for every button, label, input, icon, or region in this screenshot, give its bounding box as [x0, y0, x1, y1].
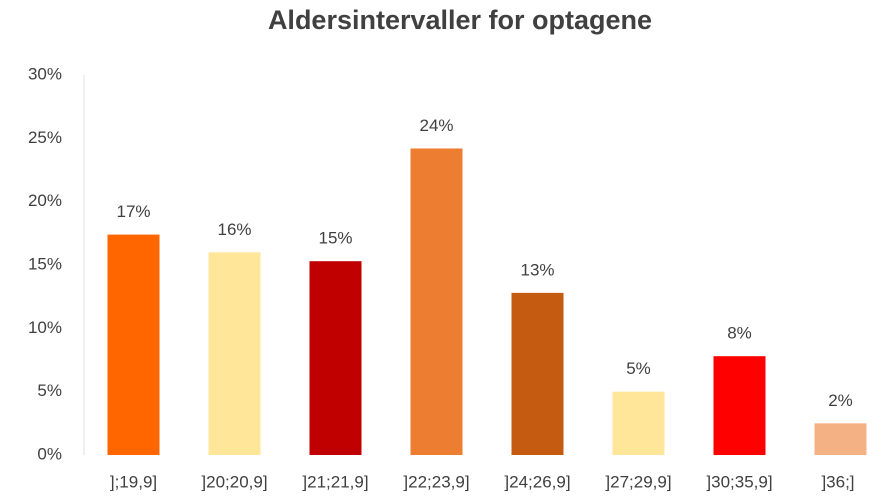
data-label: 15%	[318, 229, 352, 248]
y-tick-label: 5%	[37, 381, 62, 400]
data-label: 13%	[520, 260, 554, 279]
x-tick-label: ]30;35,9]	[706, 472, 772, 491]
x-tick-label: ]20;20,9]	[201, 472, 267, 491]
y-tick-label: 15%	[28, 254, 62, 273]
x-tick-label: ]21;21,9]	[302, 472, 368, 491]
bar	[107, 234, 160, 455]
bar	[814, 423, 867, 455]
x-tick-label: ]22;23,9]	[403, 472, 469, 491]
data-label: 5%	[626, 359, 651, 378]
bar	[612, 391, 665, 455]
x-tick-label: ]36;]	[821, 472, 854, 491]
bar	[511, 292, 564, 455]
data-label: 16%	[217, 220, 251, 239]
x-tick-label: ]27;29,9]	[605, 472, 671, 491]
bar	[713, 356, 766, 455]
y-tick-label: 25%	[28, 128, 62, 147]
y-tick-label: 30%	[28, 64, 62, 83]
x-tick-label: ]24;26,9]	[504, 472, 570, 491]
bar	[309, 261, 362, 455]
y-tick-label: 0%	[37, 444, 62, 463]
data-label: 17%	[116, 202, 150, 221]
data-label: 8%	[727, 324, 752, 343]
data-label: 2%	[828, 391, 853, 410]
x-tick-label: ];19,9]	[110, 472, 157, 491]
bar	[208, 252, 261, 455]
bar	[410, 148, 463, 455]
y-tick-label: 20%	[28, 191, 62, 210]
data-label: 24%	[419, 116, 453, 135]
chart-title: Aldersintervaller for optagene	[268, 5, 652, 35]
y-tick-label: 10%	[28, 318, 62, 337]
